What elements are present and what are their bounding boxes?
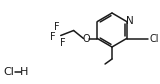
Text: H: H [20, 67, 28, 77]
Text: F: F [50, 32, 56, 41]
Text: Cl: Cl [150, 34, 159, 44]
Text: F: F [60, 38, 66, 48]
Text: Cl: Cl [4, 67, 14, 77]
Text: O: O [83, 34, 90, 44]
Text: F: F [54, 23, 60, 33]
Text: N: N [126, 16, 133, 26]
